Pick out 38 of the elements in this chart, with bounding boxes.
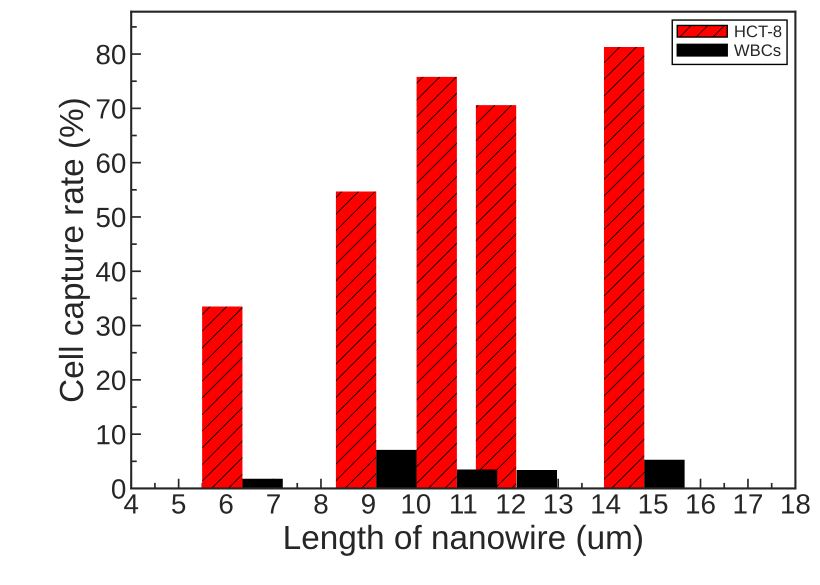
- x-tick-label: 13: [544, 494, 572, 514]
- y-tick-label: 20: [96, 370, 126, 390]
- x-tick-label: 15: [640, 494, 668, 514]
- y-tick-label: 80: [96, 44, 126, 64]
- x-tick-label: 5: [172, 494, 186, 514]
- x-tick-label: 9: [362, 494, 375, 514]
- legend-label: WBCs: [734, 44, 781, 56]
- bar: [456, 469, 498, 488]
- x-tick-label: 7: [267, 494, 280, 514]
- bar: [242, 478, 283, 488]
- legend-label: HCT-8: [735, 25, 782, 38]
- bar: [476, 105, 516, 488]
- x-tick-label: 8: [314, 494, 328, 514]
- bar: [644, 460, 685, 488]
- y-axis-title: Cell capture rate (%): [58, 99, 90, 402]
- y-tick-label: 50: [96, 208, 126, 228]
- bar: [376, 450, 417, 488]
- x-tick-label: 12: [497, 494, 525, 514]
- x-tick-label: 17: [734, 494, 762, 514]
- bar: [202, 306, 242, 488]
- bar: [336, 191, 376, 488]
- y-tick-label: 60: [96, 153, 126, 173]
- y-tick-label: 40: [96, 262, 126, 282]
- bar: [516, 470, 557, 488]
- y-tick-label: 30: [96, 316, 126, 336]
- y-tick-label: 70: [96, 99, 126, 119]
- x-tick-label: 18: [782, 494, 810, 514]
- y-tick-label: 10: [98, 424, 126, 445]
- x-tick-label: 16: [687, 494, 715, 514]
- x-tick-label: 6: [220, 494, 233, 514]
- x-tick-label: 11: [450, 494, 476, 514]
- x-tick-label: 10: [402, 494, 430, 514]
- x-tick-label: 14: [592, 494, 620, 514]
- bar: [604, 46, 644, 488]
- x-axis-title: Length of nanowire (um): [285, 524, 642, 556]
- x-tick-label: 4: [124, 494, 138, 514]
- bar: [416, 76, 457, 488]
- y-tick-label: 0: [112, 479, 126, 499]
